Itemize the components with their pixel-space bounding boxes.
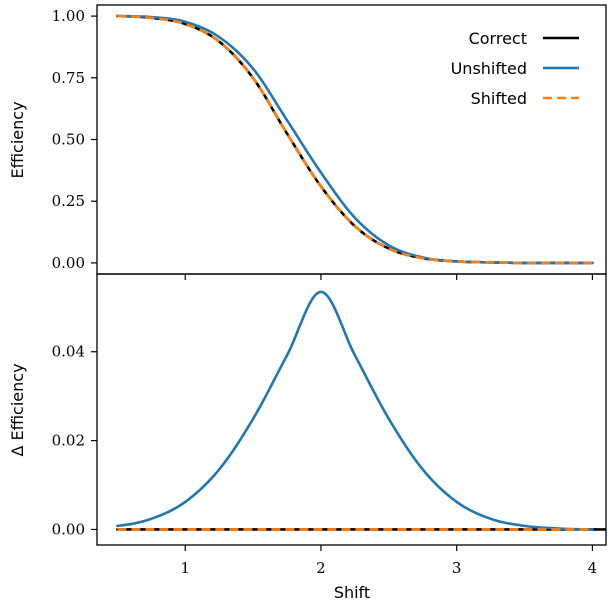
legend: Correct Unshifted Shifted [451,29,579,108]
legend-label-unshifted: Unshifted [451,59,527,78]
bottom-xtick-label: 3 [452,559,462,577]
top-ytick-label: 0.00 [52,254,85,272]
bottom-xtick-label: 4 [588,559,598,577]
top-series-shifted [117,14,593,265]
bottom-ylabel: Δ Efficiency [8,363,27,456]
bottom-xtick-label: 2 [316,559,326,577]
top-ytick-label: 0.25 [52,192,85,210]
bottom-ytick-label: 0.04 [52,343,85,361]
efficiency-panel: 0.00 0.25 0.50 0.75 1.00 Efficiency Correct U… [8,4,607,280]
legend-label-shifted: Shifted [471,89,527,108]
top-ytick-label: 0.50 [52,131,85,149]
bottom-axes-frame [96,273,607,546]
bottom-ytick-label: 0.00 [52,520,85,538]
top-ylabel: Efficiency [8,101,27,178]
top-ytick-label: 1.00 [52,7,85,25]
bottom-xtick-label: 1 [180,559,190,577]
bottom-xlabel: Shift [334,583,370,602]
bottom-ytick-label: 0.02 [52,432,85,450]
top-ytick-label: 0.75 [52,69,85,87]
legend-label-correct: Correct [469,29,527,48]
delta-efficiency-panel: 0.00 0.02 0.04 1 2 3 4 Δ Efficiency Shift [8,273,607,602]
top-axes-frame [96,4,607,275]
bottom-series-unshifted [116,290,594,531]
